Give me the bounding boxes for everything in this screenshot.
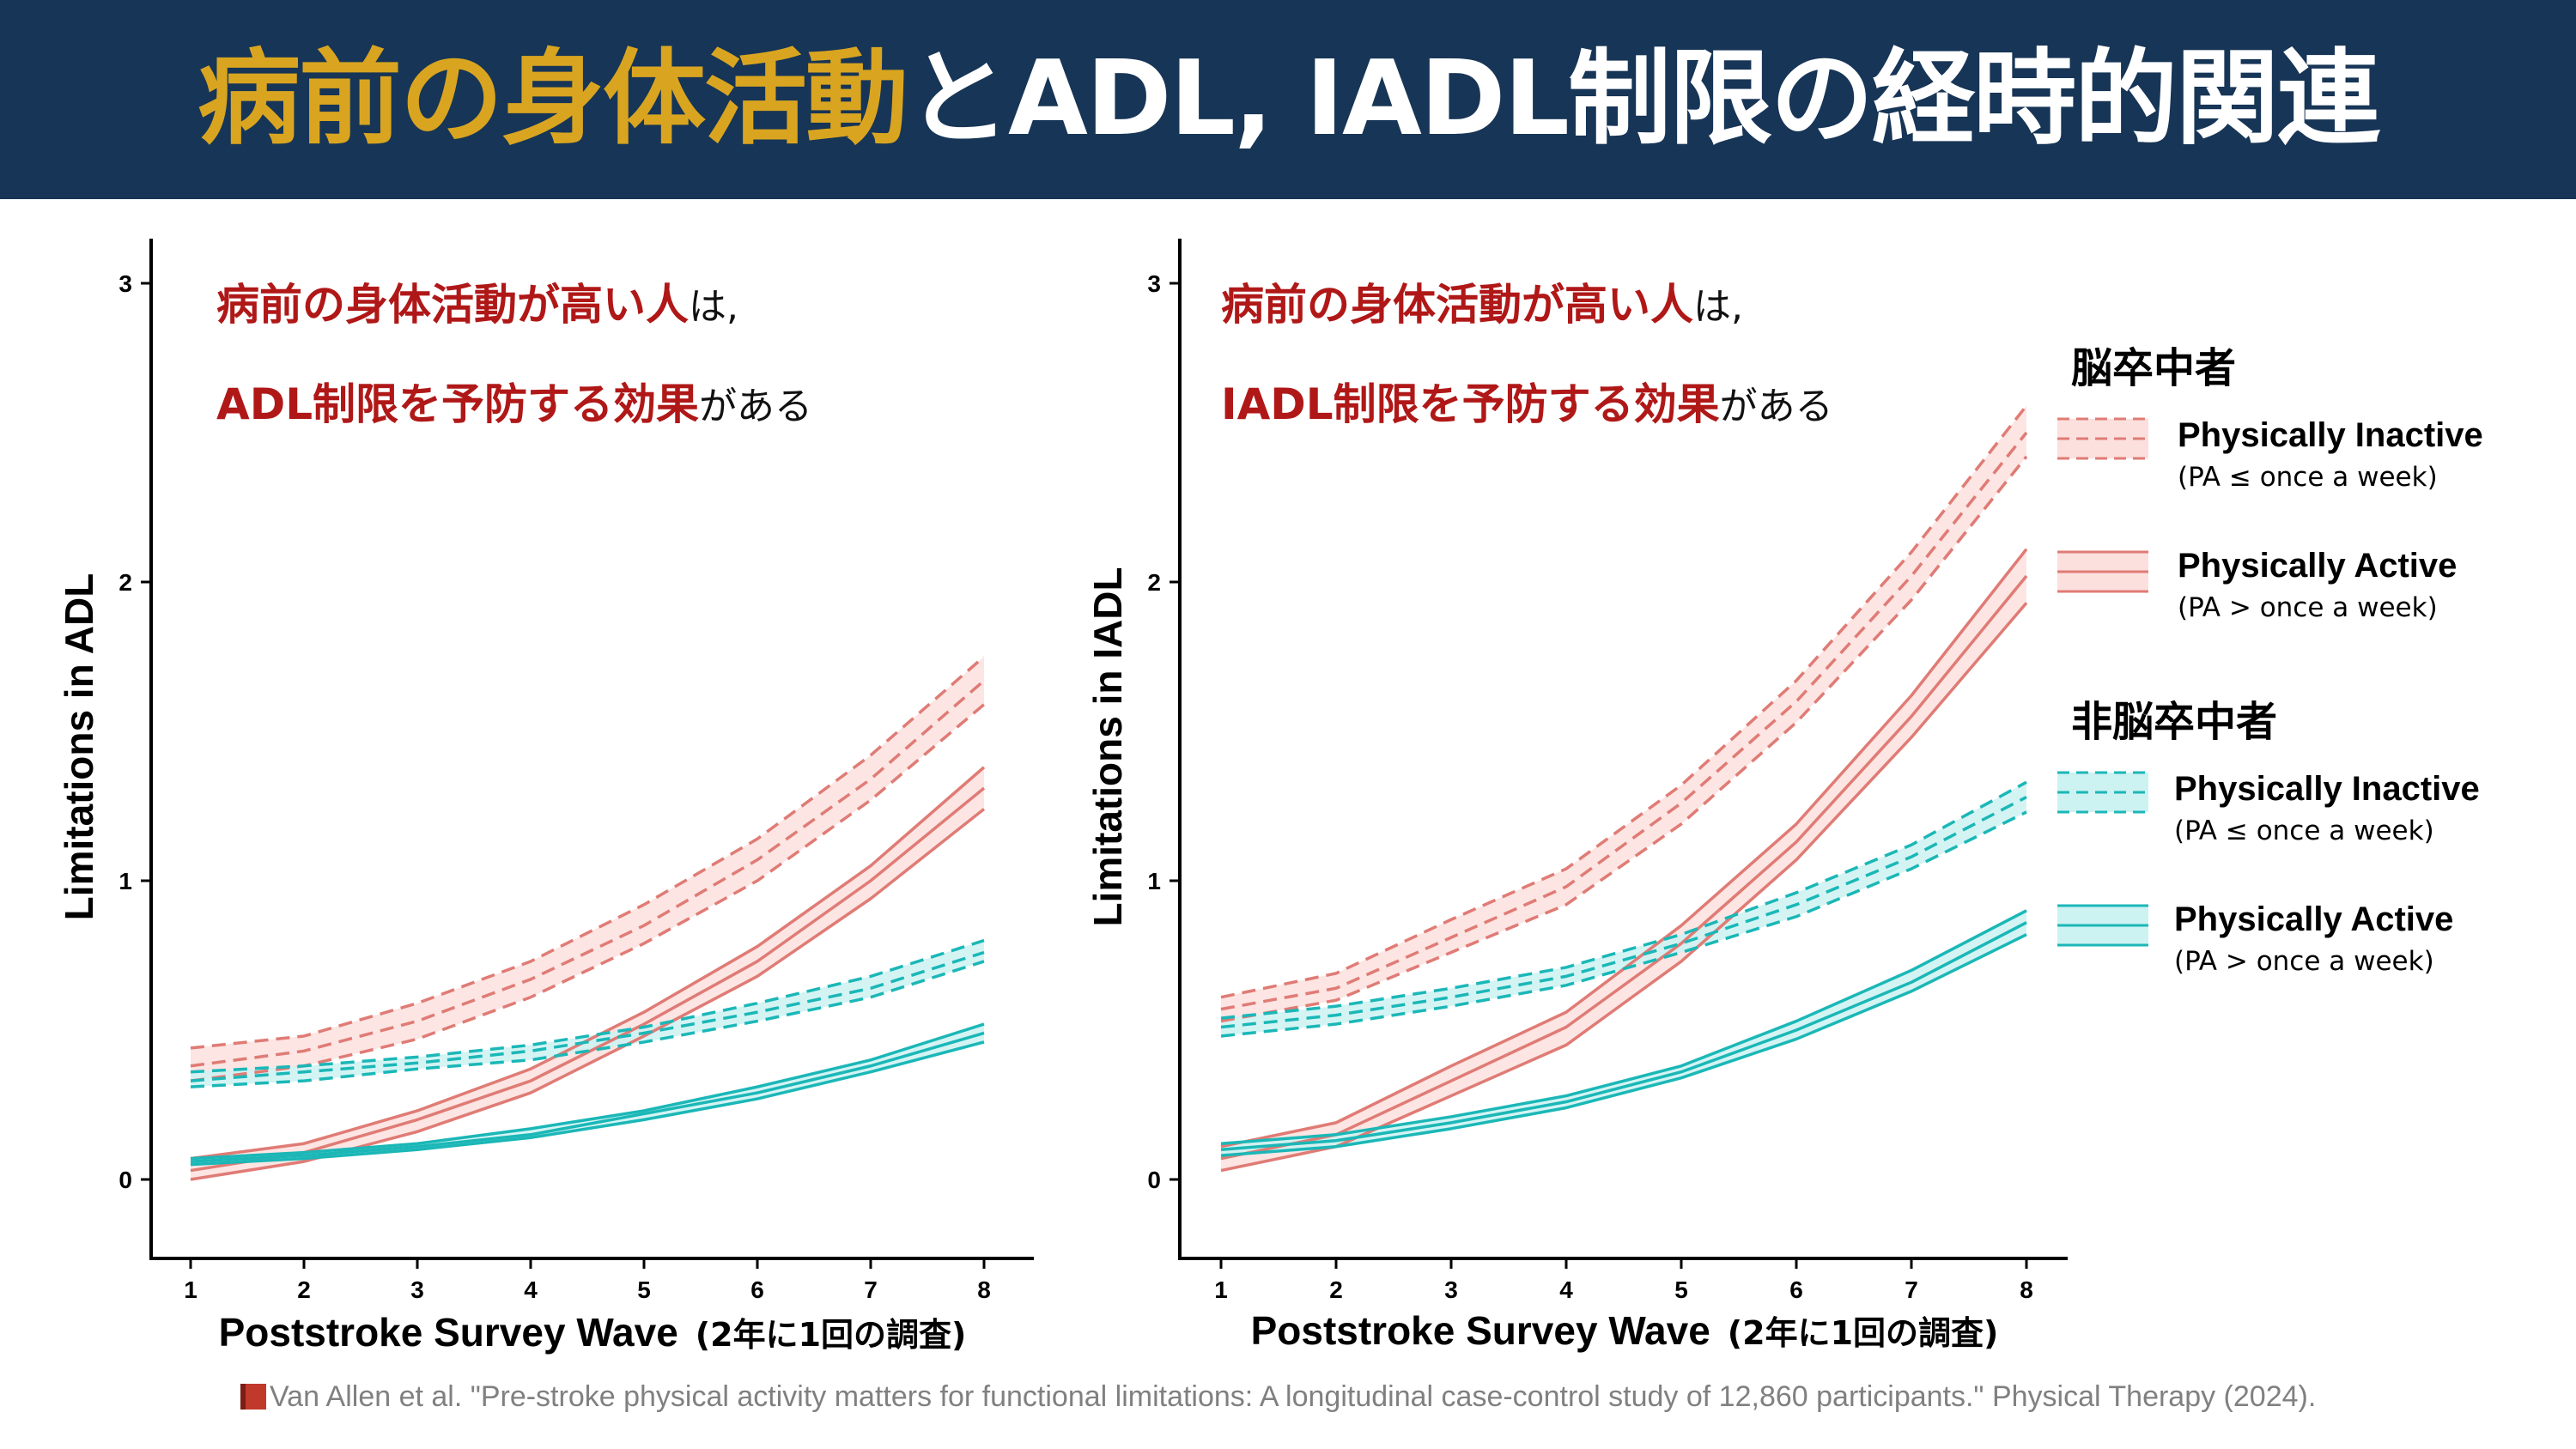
iadl-x-tick-label: 5 [1674, 1276, 1688, 1303]
iadl-ticks: 1 2 3 4 5 6 7 8 0 1 2 3 [1147, 270, 2032, 1303]
adl-line-nonstroke-physically-inactive-mean [190, 950, 985, 1082]
adl-ticks: 1 2 3 4 5 6 7 8 0 1 2 3 [118, 270, 990, 1303]
adl-ci-band-nonstroke-physically-inactive [191, 940, 984, 1088]
iadl-y-axis-label: Limitations in IADL [1085, 567, 1130, 926]
adl-x-axis-title: Poststroke Survey Wave [219, 1310, 678, 1355]
iadl-x-tick-label: 3 [1444, 1276, 1458, 1303]
adl-x-tick-label: 2 [297, 1276, 311, 1303]
legend-stroke-header: 脳卒中者 [2071, 344, 2236, 392]
adl-x-tick-label: 1 [184, 1276, 197, 1303]
iadl-line-nonstroke-physically-active-upper [1220, 909, 2027, 1145]
iadl-x-tick-label: 1 [1214, 1276, 1228, 1303]
iadl-annotation-tail-2: がある [1720, 385, 1833, 428]
adl-y-tick-label: 0 [118, 1167, 132, 1193]
iadl-annotation-tail-1: は, [1693, 285, 1743, 329]
iadl-x-tick-label: 8 [2020, 1276, 2033, 1303]
iadl-x-tick-label: 2 [1329, 1276, 1343, 1303]
adl-plot-area [190, 655, 986, 1181]
title-banner [0, 0, 2576, 199]
adl-y-tick-label: 3 [118, 270, 132, 297]
legend-key-nonstroke-active [2057, 904, 2148, 947]
adl-x-tick-label: 3 [410, 1276, 424, 1303]
adl-x-axis-note: (2年に1回の調査) [696, 1316, 967, 1354]
adl-annotation-tail-1: は, [689, 285, 738, 329]
adl-annotation-tail-2: がある [699, 385, 812, 428]
adl-line-nonstroke-physically-active-upper [190, 1022, 985, 1161]
iadl-x-tick-label: 7 [1905, 1276, 1918, 1303]
title-end-text: の経時的関連 [1770, 39, 2380, 159]
iadl-line-stroke-physically-inactive-lower [1220, 455, 2028, 1023]
iadl-line-nonstroke-physically-inactive-lower [1220, 810, 2027, 1038]
iadl-x-axis-label: Poststroke Survey Wave (2年に1回の調査) [1251, 1308, 1999, 1353]
iadl-x-axis-title: Poststroke Survey Wave [1251, 1308, 1710, 1353]
iadl-y-tick-label: 3 [1147, 270, 1161, 297]
iadl-y-tick-label: 0 [1147, 1167, 1161, 1193]
iadl-line-stroke-physically-inactive-mean [1220, 431, 2028, 1011]
legend-nonstroke-inactive-label: Physically Inactive [2174, 770, 2480, 808]
adl-ci-band-stroke-physically-active [191, 767, 984, 1179]
iadl-x-tick-label: 6 [1789, 1276, 1803, 1303]
legend-stroke-active-label: Physically Active [2178, 547, 2457, 585]
adl-chart: 1 2 3 4 5 6 7 8 0 1 2 3 Limitations in ADL Poststro… [57, 239, 1034, 1355]
iadl-ci-band-nonstroke-physically-inactive [1221, 782, 2026, 1036]
iadl-annotation-highlight-1: 病前の身体活動が高い人 [1221, 280, 1693, 330]
legend-nonstroke-inactive-sub: (PA ≤ once a week) [2174, 815, 2434, 846]
adl-annotation-line1: 病前の身体活動が高い人は, [216, 280, 738, 330]
adl-annotation-highlight-1: 病前の身体活動が高い人 [216, 280, 689, 330]
adl-line-stroke-physically-inactive-lower [190, 703, 986, 1082]
iadl-line-nonstroke-physically-active-mean [1220, 921, 2027, 1151]
adl-x-tick-label: 5 [637, 1276, 651, 1303]
adl-x-tick-label: 8 [977, 1276, 991, 1303]
iadl-annotation-line2: IADL制限を予防する効果がある [1221, 379, 1833, 429]
adl-line-stroke-physically-inactive-upper [190, 655, 986, 1050]
legend-key-stroke-inactive [2057, 417, 2148, 460]
book-icon [240, 1384, 266, 1410]
legend-key-nonstroke-inactive [2057, 771, 2148, 814]
iadl-line-stroke-physically-active-mean [1220, 574, 2028, 1161]
adl-line-nonstroke-physically-inactive-lower [190, 960, 985, 1088]
adl-y-tick-label: 2 [118, 569, 132, 596]
legend-stroke-inactive-label: Physically Inactive [2178, 416, 2483, 454]
iadl-x-tick-label: 4 [1559, 1276, 1573, 1303]
adl-y-tick-label: 1 [118, 868, 132, 894]
iadl-line-stroke-physically-inactive-upper [1220, 404, 2028, 999]
iadl-line-nonstroke-physically-inactive-upper [1220, 780, 2027, 1020]
legend-stroke-active-sub: (PA > once a week) [2178, 592, 2438, 623]
legend-key-stroke-active [2057, 550, 2148, 593]
iadl-y-tick-label: 1 [1147, 868, 1161, 894]
legend-nonstroke-active-sub: (PA > once a week) [2174, 946, 2434, 977]
iadl-annotation-line1: 病前の身体活動が高い人は, [1221, 280, 1743, 330]
adl-y-axis-label: Limitations in ADL [57, 573, 101, 921]
adl-line-stroke-physically-inactive-mean [190, 679, 986, 1068]
title-middle-text: とADL, IADL制限 [907, 39, 1772, 159]
legend: 脳卒中者 Physically Inactive (PA ≤ once a we… [2057, 344, 2483, 977]
adl-annotation-highlight-2: ADL制限を予防する効果 [216, 379, 699, 429]
citation: Van Allen et al. "Pre-stroke physical ac… [240, 1380, 2559, 1414]
iadl-line-nonstroke-physically-inactive-mean [1220, 796, 2027, 1029]
adl-line-nonstroke-physically-active-mean [190, 1031, 985, 1163]
legend-nonstroke-header: 非脳卒中者 [2071, 698, 2277, 746]
title-accent-text: 病前の身体活動 [197, 39, 908, 159]
iadl-chart: 1 2 3 4 5 6 7 8 0 1 2 3 Limitations in IADL Poststr… [1085, 239, 2068, 1353]
adl-x-tick-label: 7 [864, 1276, 878, 1303]
adl-line-nonstroke-physically-inactive-upper [190, 938, 985, 1074]
adl-x-tick-label: 6 [750, 1276, 764, 1303]
adl-x-tick-label: 4 [524, 1276, 538, 1303]
legend-nonstroke-active-label: Physically Active [2174, 900, 2453, 938]
iadl-plot-area [1220, 404, 2028, 1173]
legend-stroke-inactive-sub: (PA ≤ once a week) [2178, 462, 2438, 493]
adl-line-nonstroke-physically-active-lower [190, 1040, 985, 1167]
iadl-annotation-highlight-2: IADL制限を予防する効果 [1221, 379, 1720, 429]
iadl-line-nonstroke-physically-active-lower [1220, 933, 2027, 1157]
citation-text: Van Allen et al. "Pre-stroke physical ac… [270, 1380, 2317, 1413]
adl-annotation-line2: ADL制限を予防する効果がある [216, 379, 812, 429]
iadl-y-tick-label: 2 [1147, 569, 1161, 596]
page-title: 病前の身体活動とADL, IADL制限の経時的関連 [0, 0, 2576, 199]
adl-x-axis-label: Poststroke Survey Wave (2年に1回の調査) [219, 1310, 967, 1355]
iadl-x-axis-note: (2年に1回の調査) [1728, 1314, 1999, 1352]
